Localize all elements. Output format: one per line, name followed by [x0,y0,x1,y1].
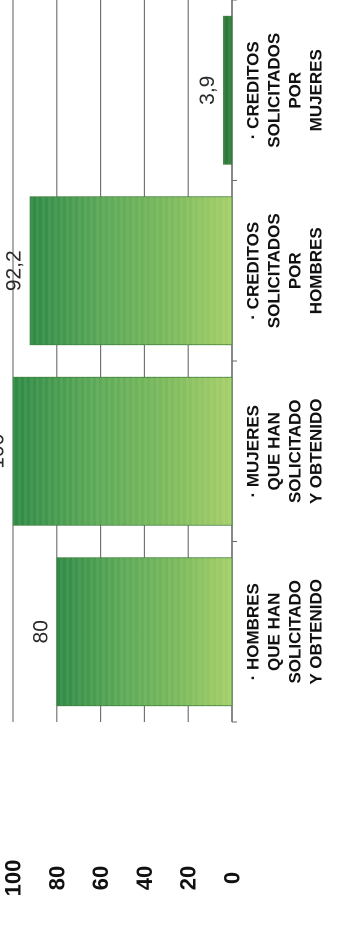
category-label: · MUJERES [244,405,263,498]
tick-label: 80 [44,866,69,890]
tick-label: 0 [220,872,245,884]
category-label: QUE HAN [265,593,284,671]
category-label: SOLICITADO [286,399,305,503]
data-label: 80 [29,620,52,643]
data-label: 100 [0,434,9,469]
category-label: · CREDITOS [244,41,263,139]
bar-texture [56,557,232,706]
category-label: QUE HAN [265,412,284,490]
bar-texture [30,196,232,345]
category-label: SOLICITADOS [265,33,284,148]
category-label: SOLICITADO [286,580,305,684]
tick-label: 60 [88,866,113,890]
bar-texture [13,377,232,526]
category-label: Y OBTENIDO [307,399,326,504]
bar-texture [223,16,232,165]
category-label: HOMBRES [307,227,326,314]
data-label: 92,2 [3,250,26,291]
category-label: SOLICITADOS [265,213,284,328]
data-label: 3,9 [196,76,219,105]
category-label: · HOMBRES [244,583,263,680]
category-label: POR [286,72,305,109]
tick-label: 100 [1,860,26,897]
category-label: MUJERES [307,49,326,131]
category-label: POR [286,252,305,289]
tick-label: 40 [132,866,157,890]
tick-label: 20 [176,866,201,890]
category-label: · CREDITOS [244,222,263,320]
bars [12,15,233,707]
category-label: Y OBTENIDO [307,579,326,684]
